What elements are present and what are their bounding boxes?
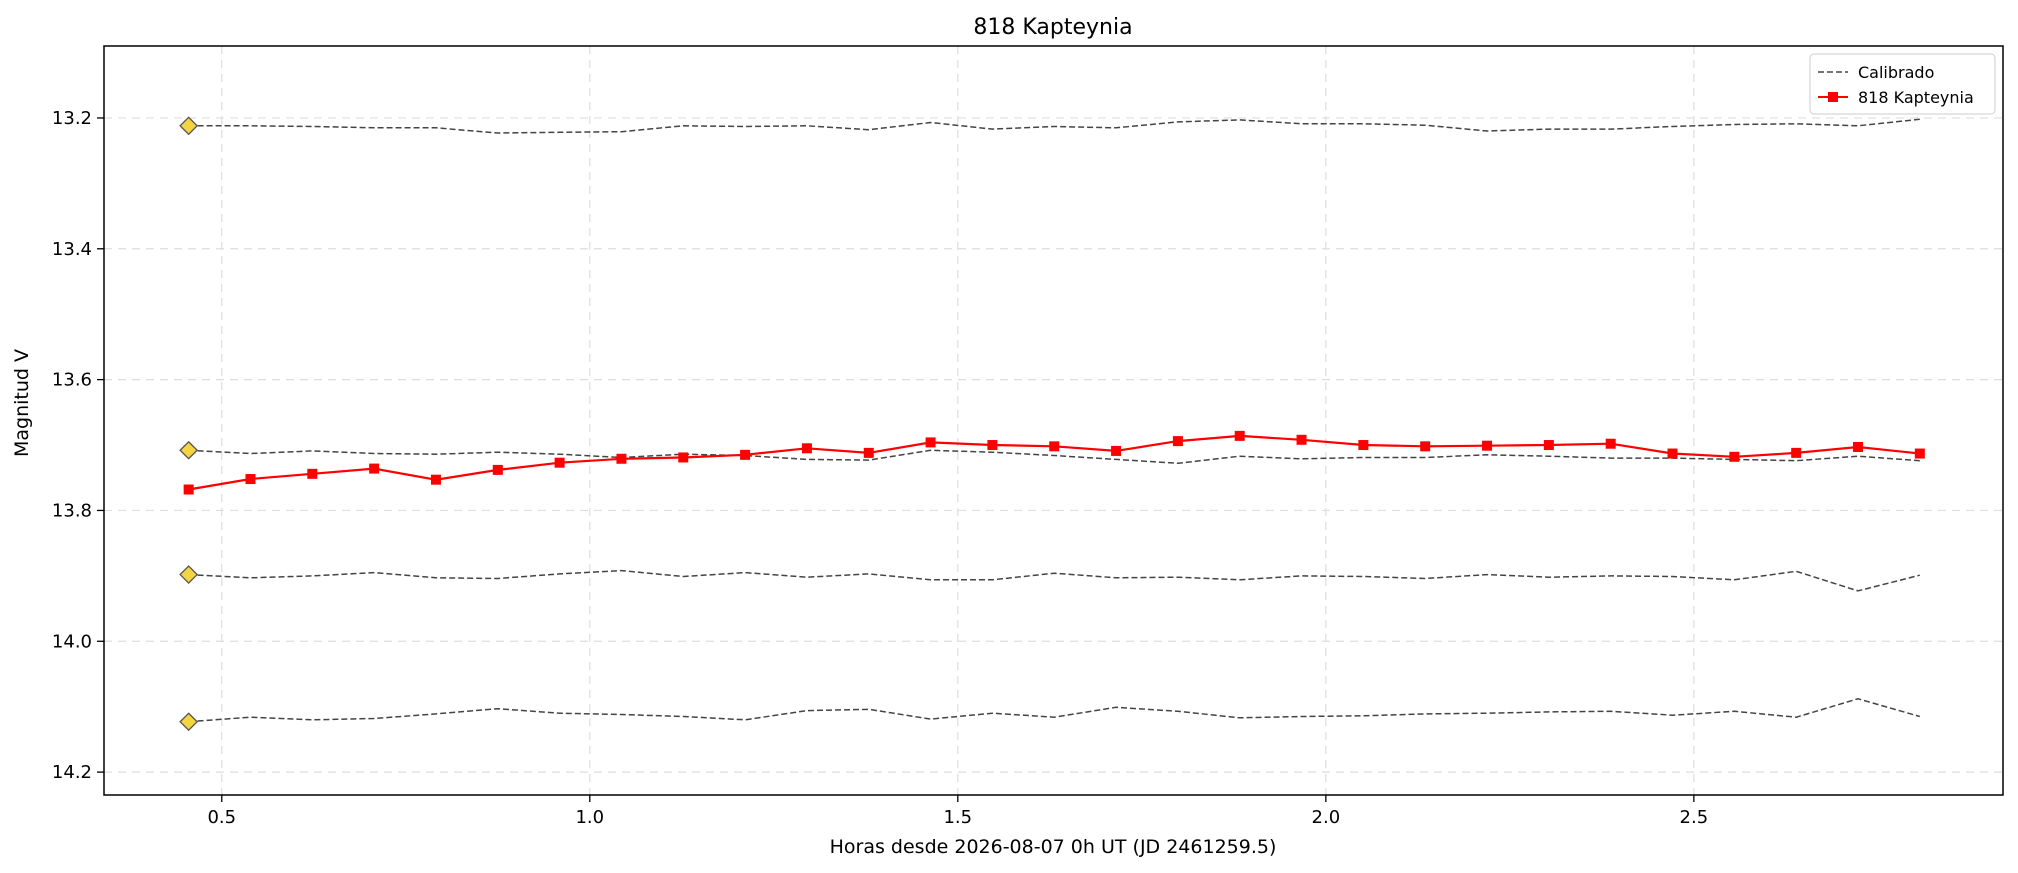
x-tick-label: 2.0	[1312, 807, 1341, 828]
comparison-series-line	[188, 569, 1920, 592]
target-data-point	[183, 484, 194, 495]
x-tick-label: 0.5	[207, 807, 236, 828]
x-tick-label: 1.0	[575, 807, 604, 828]
target-data-point	[554, 457, 565, 468]
target-data-point	[1049, 441, 1060, 452]
target-data-point	[1234, 430, 1245, 441]
target-data-point	[1420, 441, 1431, 452]
target-data-point	[616, 453, 627, 464]
legend-marker-kapteynia	[1828, 92, 1838, 102]
target-data-point	[1482, 440, 1493, 451]
target-data-point	[1358, 440, 1369, 451]
x-tick-label: 2.5	[1680, 807, 1709, 828]
chart-title: 818 Kapteynia	[973, 15, 1132, 40]
target-data-point	[863, 447, 874, 458]
legend-box	[1809, 53, 1996, 115]
plot-frame	[103, 45, 2004, 796]
target-data-point	[1296, 434, 1307, 445]
reference-star-marker	[179, 116, 199, 136]
target-data-point	[492, 464, 503, 475]
target-data-point	[1729, 451, 1740, 462]
target-data-point	[307, 468, 318, 479]
comparison-series-line	[188, 698, 1921, 723]
target-data-point	[1111, 445, 1122, 456]
legend-label-calibrado: Calibrado	[1858, 63, 1934, 82]
target-data-point	[987, 440, 998, 451]
target-data-point	[1605, 438, 1616, 449]
y-tick-label: 13.8	[52, 500, 92, 521]
x-tick-label: 1.5	[943, 807, 972, 828]
comparison-series-line	[188, 118, 1920, 134]
y-axis-ticks: 13.2 13.4 13.6 13.8 14.0 14.2	[52, 108, 104, 783]
grid-lines	[104, 46, 2003, 795]
y-tick-label: 13.2	[52, 108, 92, 129]
target-data-point	[1852, 441, 1863, 452]
target-data-point	[678, 452, 689, 463]
target-data-point	[801, 443, 812, 454]
target-data-point	[430, 474, 441, 485]
reference-marker-layer	[179, 116, 199, 732]
legend: Calibrado 818 Kapteynia	[1809, 53, 1996, 115]
target-data-point	[1172, 436, 1183, 447]
y-tick-label: 13.4	[52, 239, 92, 260]
target-data-point	[245, 474, 256, 485]
y-tick-label: 13.6	[52, 370, 92, 391]
y-axis-label: Magnitud V	[11, 349, 33, 457]
target-data-point	[1543, 440, 1554, 451]
x-axis-label: Horas desde 2026-08-07 0h UT (JD 2461259…	[830, 836, 1277, 858]
target-data-point	[1914, 448, 1925, 459]
target-data-point	[369, 463, 380, 474]
reference-star-marker	[179, 440, 199, 460]
reference-star-marker	[179, 565, 199, 584]
y-tick-label: 14.2	[52, 762, 92, 783]
comparison-series-line	[188, 449, 1920, 465]
y-tick-label: 14.0	[52, 631, 92, 652]
target-data-point	[1667, 448, 1678, 459]
target-data-point	[1791, 447, 1802, 458]
reference-star-marker	[179, 712, 199, 732]
legend-label-kapteynia: 818 Kapteynia	[1858, 88, 1974, 107]
series-layer	[183, 118, 1925, 723]
target-data-point	[740, 449, 751, 460]
x-axis-ticks: 0.5 1.0 1.5 2.0 2.5	[207, 795, 1708, 828]
target-data-point	[925, 437, 936, 448]
